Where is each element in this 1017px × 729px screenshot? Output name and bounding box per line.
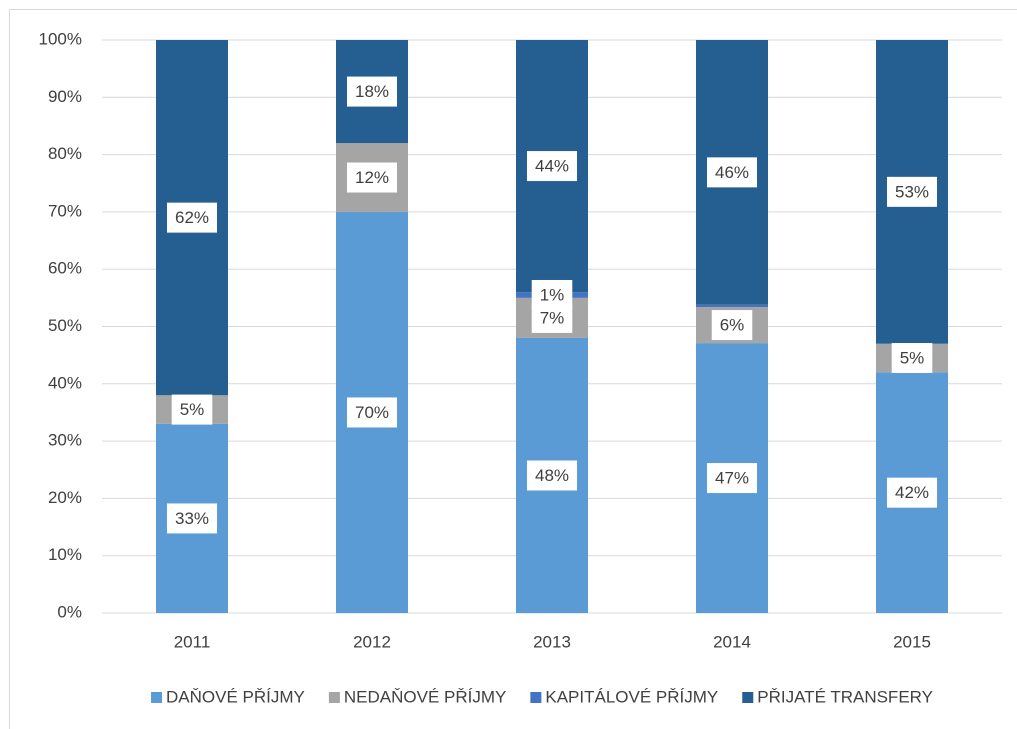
y-tick-label: 50% — [48, 316, 82, 335]
data-label-box — [526, 151, 578, 182]
data-label: 46% — [715, 163, 749, 182]
data-label-box — [886, 477, 938, 508]
data-label-box — [531, 279, 573, 310]
x-tick-label: 2011 — [174, 632, 211, 651]
y-tick-label: 10% — [48, 545, 82, 564]
data-label: 62% — [175, 208, 209, 227]
x-tick-label: 2014 — [713, 632, 751, 651]
data-label: 70% — [355, 403, 389, 422]
data-label-box — [526, 460, 578, 491]
y-tick-label: 90% — [48, 87, 82, 106]
legend-label: PŘIJATÉ TRANSFERY — [757, 687, 933, 706]
x-tick-label: 2015 — [893, 632, 931, 651]
y-tick-label: 30% — [48, 431, 82, 450]
legend-label: DAŇOVÉ PŘÍJMY — [166, 687, 305, 706]
legend-swatch — [151, 692, 163, 703]
data-label-box — [886, 176, 938, 207]
y-tick-label: 60% — [48, 259, 82, 278]
x-tick-label: 2013 — [533, 632, 571, 651]
data-label-box — [346, 162, 398, 193]
data-label: 42% — [895, 483, 929, 502]
data-label-box — [346, 76, 398, 107]
data-label-box — [171, 394, 213, 425]
y-tick-label: 100% — [39, 29, 82, 48]
data-label: 48% — [535, 466, 569, 485]
data-label: 5% — [900, 348, 925, 367]
data-label: 33% — [175, 509, 209, 528]
y-tick-label: 80% — [48, 144, 82, 163]
y-tick-label: 20% — [48, 488, 82, 507]
data-label-box — [711, 310, 753, 341]
legend-label: KAPITÁLOVÉ PŘÍJMY — [545, 687, 718, 706]
legend-swatch — [530, 692, 542, 703]
y-tick-label: 40% — [48, 373, 82, 392]
y-tick-label: 70% — [48, 201, 82, 220]
legend-swatch — [742, 692, 754, 703]
data-label: 5% — [180, 400, 205, 419]
legend-swatch — [328, 692, 340, 703]
bar-segment — [696, 304, 768, 308]
data-label: 47% — [715, 469, 749, 488]
data-label: 1% — [540, 285, 565, 304]
data-label: 7% — [540, 308, 565, 327]
legend-label: NEDAŇOVÉ PŘÍJMY — [344, 687, 506, 706]
y-tick-label: 0% — [57, 602, 82, 621]
data-label: 6% — [720, 316, 745, 335]
data-label-box — [891, 343, 933, 374]
data-label-box — [706, 157, 758, 188]
x-tick-label: 2012 — [353, 632, 391, 651]
data-label-box — [346, 397, 398, 428]
data-label: 53% — [895, 182, 929, 201]
data-label: 44% — [535, 157, 569, 176]
data-label: 18% — [355, 82, 389, 101]
data-label-box — [166, 202, 218, 233]
data-label: 12% — [355, 168, 389, 187]
data-label-box — [706, 463, 758, 494]
data-label-box — [166, 503, 218, 534]
